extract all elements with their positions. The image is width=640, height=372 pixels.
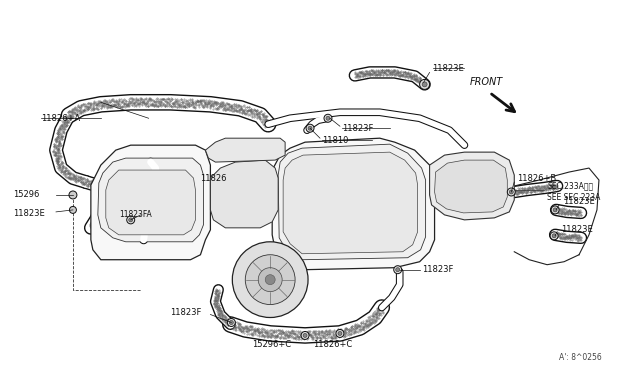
Polygon shape bbox=[98, 158, 204, 242]
Text: 11823FA: 11823FA bbox=[119, 211, 152, 219]
Circle shape bbox=[508, 188, 515, 196]
Polygon shape bbox=[272, 138, 435, 270]
Circle shape bbox=[550, 232, 558, 240]
Circle shape bbox=[245, 255, 295, 305]
Circle shape bbox=[326, 116, 330, 120]
Circle shape bbox=[258, 268, 282, 292]
Polygon shape bbox=[429, 152, 515, 220]
Text: A': 8^0256: A': 8^0256 bbox=[559, 353, 602, 362]
Circle shape bbox=[394, 266, 402, 274]
Circle shape bbox=[265, 275, 275, 285]
Circle shape bbox=[69, 191, 77, 199]
Text: 11823E: 11823E bbox=[433, 64, 465, 73]
Circle shape bbox=[303, 333, 307, 337]
Text: 11823E: 11823E bbox=[561, 225, 593, 234]
Circle shape bbox=[551, 206, 559, 214]
Circle shape bbox=[338, 331, 342, 336]
Circle shape bbox=[396, 268, 400, 272]
Text: 11810: 11810 bbox=[322, 136, 348, 145]
Circle shape bbox=[308, 126, 312, 130]
Text: 11823E: 11823E bbox=[563, 198, 595, 206]
Polygon shape bbox=[283, 152, 418, 254]
Polygon shape bbox=[435, 160, 508, 213]
Circle shape bbox=[553, 208, 557, 212]
Circle shape bbox=[420, 79, 429, 89]
Circle shape bbox=[232, 242, 308, 318]
Circle shape bbox=[129, 218, 132, 222]
Polygon shape bbox=[106, 170, 195, 235]
Circle shape bbox=[227, 318, 236, 327]
Text: FRONT: FRONT bbox=[469, 77, 502, 87]
Circle shape bbox=[301, 331, 309, 339]
Circle shape bbox=[552, 234, 556, 238]
Circle shape bbox=[509, 190, 513, 194]
Text: 11823F: 11823F bbox=[342, 124, 373, 133]
Text: 11826+C: 11826+C bbox=[313, 340, 352, 349]
Text: 15296: 15296 bbox=[13, 190, 40, 199]
Circle shape bbox=[229, 321, 234, 324]
Polygon shape bbox=[211, 160, 278, 228]
Text: 11826+B: 11826+B bbox=[517, 173, 557, 183]
Text: 11826+A: 11826+A bbox=[41, 114, 80, 123]
Text: 11823F: 11823F bbox=[422, 265, 453, 274]
Text: 11823F: 11823F bbox=[171, 308, 202, 317]
Circle shape bbox=[336, 330, 344, 337]
Text: 15296+C: 15296+C bbox=[252, 340, 291, 349]
Circle shape bbox=[127, 216, 134, 224]
Text: 11823E: 11823E bbox=[13, 209, 45, 218]
Text: SEC.233A参照: SEC.233A参照 bbox=[547, 182, 593, 190]
Polygon shape bbox=[278, 144, 426, 260]
Text: SEE SEC.223A: SEE SEC.223A bbox=[547, 193, 600, 202]
Text: 11826: 11826 bbox=[200, 173, 227, 183]
Polygon shape bbox=[91, 145, 211, 260]
Circle shape bbox=[306, 124, 314, 132]
Circle shape bbox=[69, 206, 76, 214]
Polygon shape bbox=[205, 138, 285, 162]
Circle shape bbox=[422, 82, 427, 87]
Circle shape bbox=[324, 114, 332, 122]
